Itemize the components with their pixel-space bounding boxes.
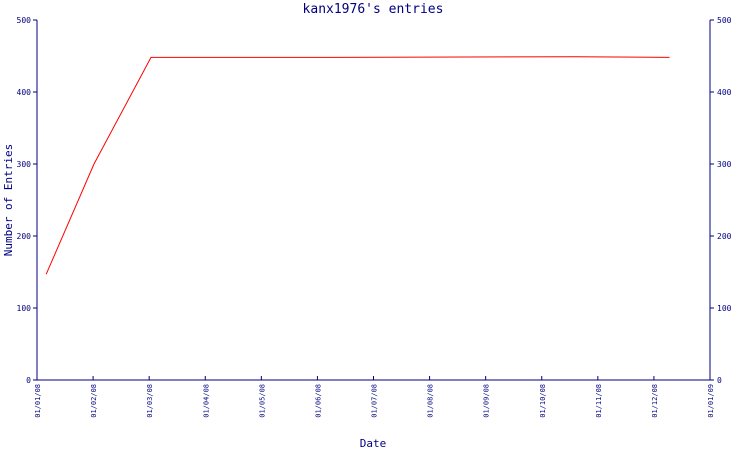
y-tick-label-left: 500 bbox=[17, 16, 32, 25]
y-tick-label-left: 300 bbox=[17, 160, 32, 169]
chart-title: kanx1976's entries bbox=[303, 2, 444, 17]
series-line bbox=[45, 56, 670, 275]
x-tick-label: 01/03/08 bbox=[146, 384, 154, 418]
y-tick-label-right: 0 bbox=[717, 376, 722, 385]
x-tick-label: 01/01/09 bbox=[707, 384, 715, 418]
x-ticks: 01/01/08 01/02/08 01/03/08 01/04/08 01/05/08… bbox=[34, 376, 715, 418]
x-axis-title: Date bbox=[360, 437, 387, 450]
x-tick-label: 01/06/08 bbox=[314, 384, 322, 418]
series-layer bbox=[45, 56, 670, 275]
x-tick-label: 01/09/08 bbox=[483, 384, 491, 418]
y-tick-label-left: 0 bbox=[26, 376, 31, 385]
y-ticks: 0 0 100 100 200 200 300 300 400 400 500 500 bbox=[17, 16, 732, 385]
y-tick-label-right: 500 bbox=[717, 16, 732, 25]
x-tick-label: 01/07/08 bbox=[371, 384, 379, 418]
y-tick-label-right: 200 bbox=[717, 232, 732, 241]
plot-frame bbox=[36, 20, 711, 381]
y-tick-label-right: 400 bbox=[717, 88, 732, 97]
y-tick-label-left: 400 bbox=[17, 88, 32, 97]
x-tick-label: 01/11/08 bbox=[595, 384, 603, 418]
y-tick-label-left: 200 bbox=[17, 232, 32, 241]
x-tick-label: 01/08/08 bbox=[427, 384, 435, 418]
x-tick-label: 01/05/08 bbox=[258, 384, 266, 418]
y-tick-label-right: 300 bbox=[717, 160, 732, 169]
x-tick-label: 01/12/08 bbox=[651, 384, 659, 418]
x-tick-label: 01/01/08 bbox=[34, 384, 42, 418]
y-tick-label-left: 100 bbox=[17, 304, 32, 313]
y-tick-label-right: 100 bbox=[717, 304, 732, 313]
y-axis-title: Number of Entries bbox=[2, 144, 15, 257]
x-tick-label: 01/10/08 bbox=[539, 384, 547, 418]
x-tick-label: 01/04/08 bbox=[202, 384, 210, 418]
x-tick-label: 01/02/08 bbox=[90, 384, 98, 418]
